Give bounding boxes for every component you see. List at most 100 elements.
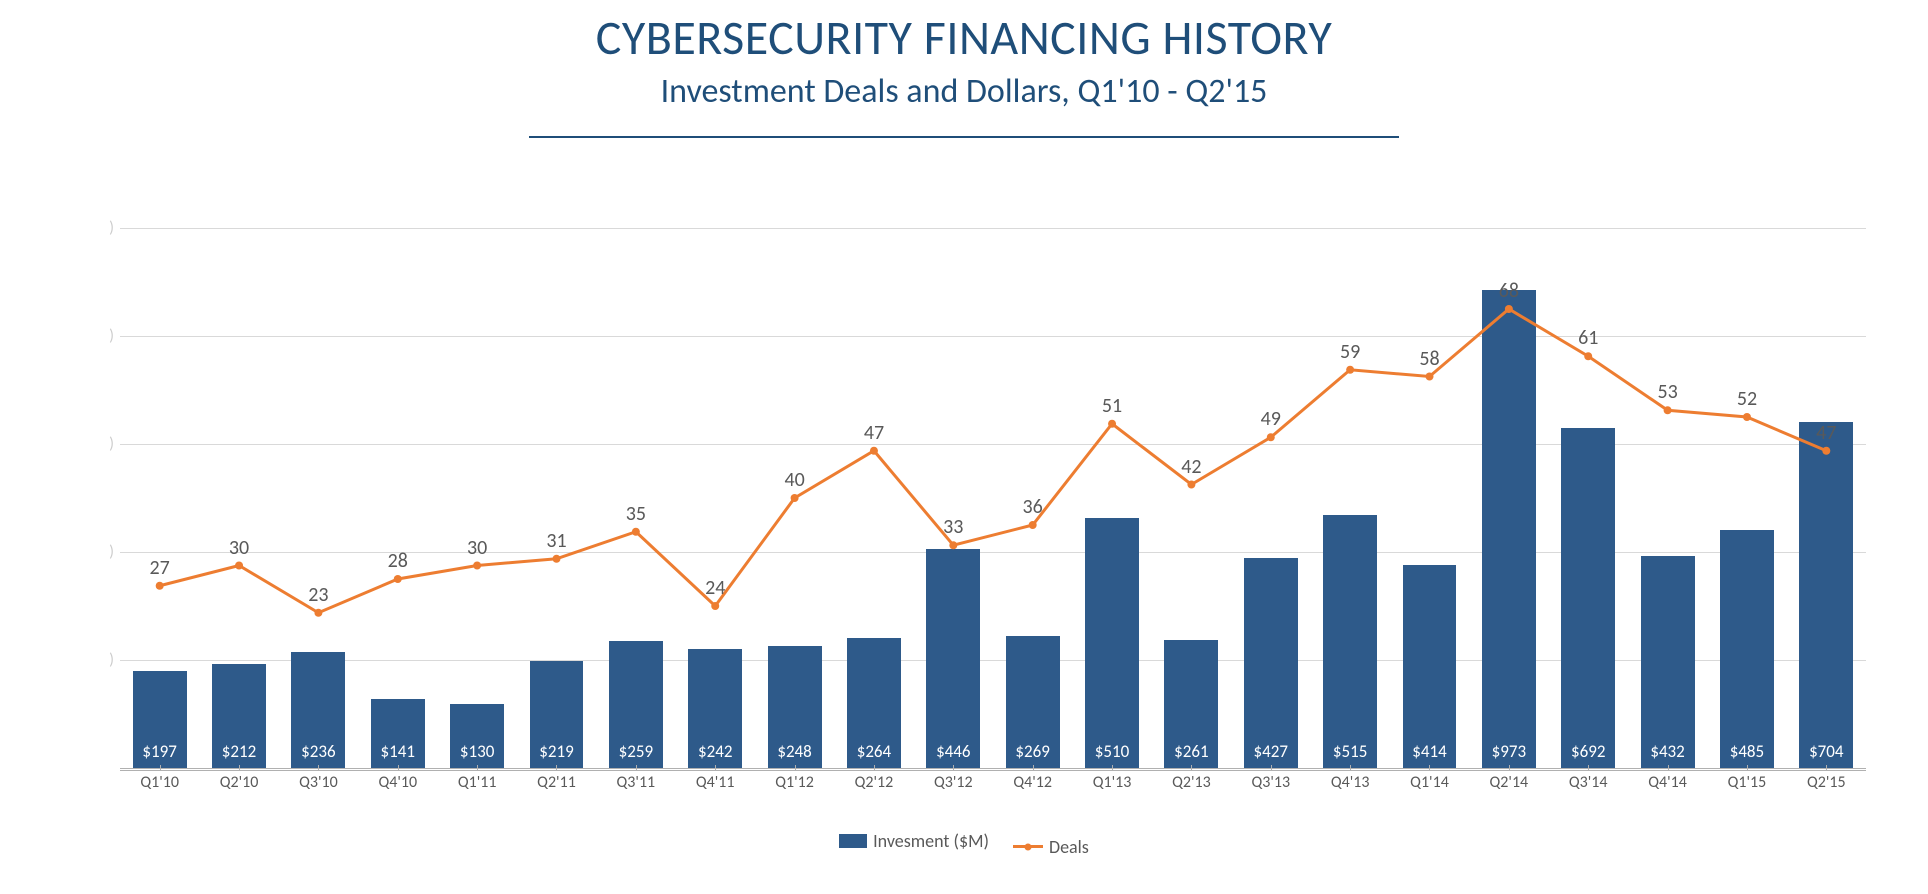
deals-value-label: 33 [943,515,963,539]
bar: $692 [1561,428,1615,768]
bar-value-label: $427 [1244,741,1298,762]
bar: $259 [609,641,663,768]
deals-value-label: 59 [1340,340,1360,364]
deals-value-label: 68 [1499,279,1519,303]
bar-value-label: $704 [1799,741,1853,762]
bar-value-label: $130 [450,741,504,762]
deals-value-label: 51 [1102,394,1122,418]
legend-deals: Deals [1013,836,1089,858]
bar: $269 [1006,636,1060,768]
deals-value-label: 28 [388,549,408,573]
y-tick: ) [90,543,114,562]
bar-value-label: $212 [212,741,266,762]
deals-value-label: 30 [229,536,249,560]
bar-value-label: $197 [133,741,187,762]
x-axis-label: Q2'14 [1469,770,1548,792]
x-axis-label: Q1'15 [1707,770,1786,792]
x-axis-label: Q2'12 [834,770,913,792]
bar-value-label: $446 [926,741,980,762]
bar: $130 [450,704,504,768]
x-axis-label: Q4'12 [993,770,1072,792]
deals-value-label: 58 [1419,347,1439,371]
deals-value-label: 52 [1737,387,1757,411]
x-axis-label: Q1'12 [755,770,834,792]
deals-value-label: 53 [1657,380,1677,404]
deals-value-label: 47 [1816,421,1836,445]
x-axis-label: Q2'10 [199,770,278,792]
x-axis-label: Q3'11 [596,770,675,792]
title-divider [529,136,1399,138]
bar: $515 [1323,515,1377,768]
deals-value-label: 47 [864,421,884,445]
bar: $510 [1085,518,1139,768]
bar-value-label: $259 [609,741,663,762]
x-axis-label: Q3'12 [914,770,993,792]
x-axis-label: Q4'11 [676,770,755,792]
bar-value-label: $692 [1561,741,1615,762]
bar-value-label: $236 [291,741,345,762]
deals-value-label: 61 [1578,326,1598,350]
bar: $141 [371,699,425,768]
x-axis-label: Q1'11 [437,770,516,792]
legend-line-label: Deals [1049,836,1089,858]
bar-value-label: $269 [1006,741,1060,762]
bar: $973 [1482,290,1536,768]
bar-value-label: $242 [688,741,742,762]
chart-area: )))))$197$212$236$141$130$219$259$242$24… [90,228,1866,788]
bar-value-label: $485 [1720,741,1774,762]
x-axis-labels: Q1'10Q2'10Q3'10Q4'10Q1'11Q2'11Q3'11Q4'11… [120,768,1866,796]
deals-value-label: 31 [546,529,566,553]
bar-value-label: $432 [1641,741,1695,762]
legend-bar-swatch [839,834,867,848]
deals-value-label: 30 [467,536,487,560]
chart-title: CYBERSECURITY FINANCING HISTORY [0,8,1928,67]
x-axis-label: Q2'11 [517,770,596,792]
x-axis-label: Q4'14 [1628,770,1707,792]
bar: $485 [1720,530,1774,768]
bars-layer: $197 $212 $236 $141 $130 $219 $259 $242 $248 $264… [120,228,1866,768]
bar: $248 [768,646,822,768]
bar-value-label: $141 [371,741,425,762]
bar-value-label: $264 [847,741,901,762]
x-axis-label: Q2'15 [1787,770,1866,792]
x-axis-label: Q3'14 [1549,770,1628,792]
bar: $212 [212,664,266,768]
bar: $219 [530,661,584,769]
chart-subtitle: Investment Deals and Dollars, Q1'10 - Q2… [0,71,1928,112]
y-tick: ) [90,219,114,238]
deals-value-label: 42 [1181,455,1201,479]
x-axis-label: Q3'10 [279,770,358,792]
deals-value-label: 27 [150,556,170,580]
deals-value-label: 40 [784,468,804,492]
bar: $264 [847,638,901,768]
bar: $261 [1164,640,1218,768]
bar-value-label: $261 [1164,741,1218,762]
bar-value-label: $973 [1482,741,1536,762]
x-axis-label: Q1'14 [1390,770,1469,792]
x-axis-label: Q4'10 [358,770,437,792]
bar: $197 [133,671,187,768]
bar-value-label: $510 [1085,741,1139,762]
y-tick: ) [90,435,114,454]
legend-bar-label: Invesment ($M) [873,830,989,852]
x-axis-label: Q4'13 [1310,770,1389,792]
x-axis-label: Q1'13 [1072,770,1151,792]
title-block: CYBERSECURITY FINANCING HISTORY Investme… [0,0,1928,138]
x-axis-label: Q2'13 [1152,770,1231,792]
y-tick: ) [90,327,114,346]
bar: $432 [1641,556,1695,768]
x-axis-label: Q1'10 [120,770,199,792]
bar: $427 [1244,558,1298,768]
bar: $704 [1799,422,1853,768]
bar: $236 [291,652,345,768]
deals-value-label: 23 [308,583,328,607]
plot-region: )))))$197$212$236$141$130$219$259$242$24… [90,228,1866,768]
legend-line-swatch [1013,845,1043,848]
bar: $242 [688,649,742,768]
bar-value-label: $219 [530,741,584,762]
bar-value-label: $414 [1403,741,1457,762]
y-tick: ) [90,651,114,670]
deals-value-label: 24 [705,576,725,600]
legend: Invesment ($M) Deals [0,830,1928,858]
deals-value-label: 36 [1023,495,1043,519]
